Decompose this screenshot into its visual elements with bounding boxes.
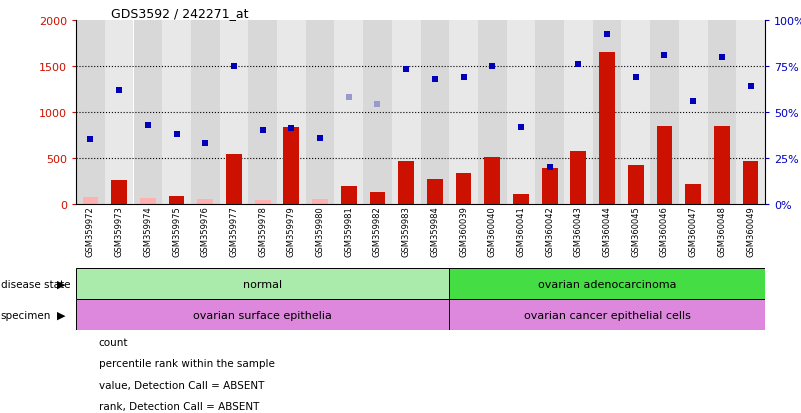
Bar: [105, 21, 134, 204]
Bar: [707, 21, 736, 204]
Bar: [421, 21, 449, 204]
Text: rank, Detection Call = ABSENT: rank, Detection Call = ABSENT: [99, 401, 259, 411]
Bar: [622, 21, 650, 204]
Bar: [564, 21, 593, 204]
Bar: [134, 21, 162, 204]
Point: [113, 87, 126, 94]
Bar: [277, 21, 306, 204]
Bar: [226, 155, 242, 204]
Bar: [506, 21, 535, 204]
Point: [601, 32, 614, 39]
Bar: [398, 161, 414, 204]
Bar: [162, 21, 191, 204]
Point: [715, 54, 728, 61]
Bar: [197, 200, 213, 204]
Bar: [714, 126, 730, 204]
Bar: [535, 21, 564, 204]
Point: [227, 63, 240, 70]
Bar: [427, 180, 443, 204]
Bar: [76, 268, 449, 299]
Point: [514, 124, 527, 131]
Point: [199, 140, 211, 147]
Bar: [169, 196, 184, 204]
Bar: [76, 21, 105, 204]
Text: percentile rank within the sample: percentile rank within the sample: [99, 358, 275, 368]
Bar: [191, 21, 219, 204]
Bar: [628, 166, 644, 204]
Text: disease state: disease state: [1, 279, 70, 289]
Bar: [111, 180, 127, 204]
Point: [486, 63, 499, 70]
Point: [572, 62, 585, 68]
Text: ovarian surface epithelia: ovarian surface epithelia: [193, 310, 332, 320]
Point: [142, 122, 155, 129]
Point: [686, 98, 699, 105]
Text: count: count: [99, 337, 128, 347]
Text: normal: normal: [243, 279, 282, 289]
Bar: [140, 199, 155, 204]
Text: specimen: specimen: [1, 310, 51, 320]
Text: ovarian adenocarcinoma: ovarian adenocarcinoma: [537, 279, 676, 289]
Point: [256, 128, 269, 134]
Point: [630, 74, 642, 81]
Bar: [743, 161, 759, 204]
Bar: [599, 53, 615, 204]
Bar: [76, 299, 449, 330]
Bar: [485, 158, 500, 204]
Point: [543, 164, 556, 171]
Point: [170, 131, 183, 138]
Bar: [363, 21, 392, 204]
Bar: [456, 173, 472, 204]
Bar: [593, 21, 622, 204]
Point: [371, 102, 384, 109]
Point: [400, 67, 413, 74]
Point: [342, 95, 355, 101]
Bar: [686, 184, 701, 204]
Bar: [312, 200, 328, 204]
Bar: [541, 169, 557, 204]
Bar: [449, 21, 478, 204]
Text: GDS3592 / 242271_at: GDS3592 / 242271_at: [111, 7, 248, 19]
Bar: [449, 268, 765, 299]
Point: [457, 74, 470, 81]
Bar: [219, 21, 248, 204]
Bar: [306, 21, 334, 204]
Bar: [736, 21, 765, 204]
Bar: [650, 21, 678, 204]
Point: [744, 83, 757, 90]
Bar: [284, 128, 300, 204]
Point: [285, 126, 298, 133]
Point: [314, 135, 327, 142]
Bar: [678, 21, 707, 204]
Point: [429, 76, 441, 83]
Bar: [570, 151, 586, 204]
Text: value, Detection Call = ABSENT: value, Detection Call = ABSENT: [99, 380, 264, 390]
Text: ovarian cancer epithelial cells: ovarian cancer epithelial cells: [524, 310, 690, 320]
Bar: [478, 21, 506, 204]
Bar: [83, 198, 99, 204]
Point: [84, 137, 97, 143]
Bar: [255, 201, 271, 204]
Text: ▶: ▶: [57, 310, 66, 320]
Bar: [369, 192, 385, 204]
Bar: [341, 186, 356, 204]
Bar: [513, 195, 529, 204]
Bar: [334, 21, 363, 204]
Point: [658, 52, 671, 59]
Bar: [248, 21, 277, 204]
Text: ▶: ▶: [57, 279, 66, 289]
Bar: [657, 126, 672, 204]
Bar: [449, 299, 765, 330]
Bar: [392, 21, 421, 204]
